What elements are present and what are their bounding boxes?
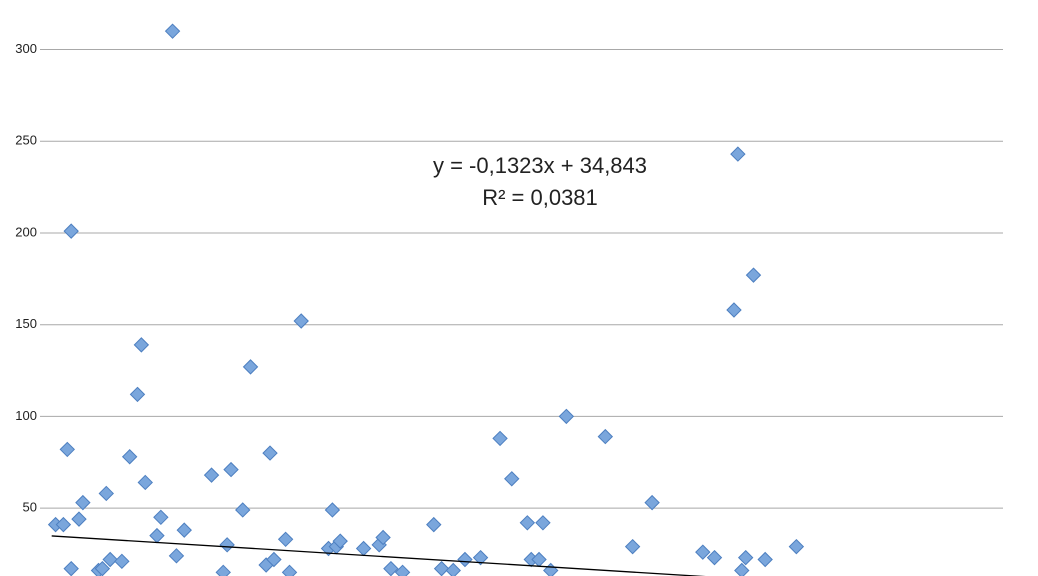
- data-point: [394, 564, 411, 576]
- data-point: [433, 560, 450, 576]
- data-point: [624, 538, 641, 555]
- data-point: [242, 359, 259, 375]
- data-point: [235, 502, 251, 518]
- data-point: [737, 549, 754, 566]
- y-tick-label: 250: [15, 133, 37, 148]
- data-point: [706, 549, 723, 566]
- data-point: [558, 408, 575, 425]
- data-point: [121, 449, 138, 465]
- data-point: [102, 551, 118, 568]
- data-point: [137, 474, 153, 491]
- data-point: [644, 494, 660, 511]
- data-point: [281, 564, 298, 576]
- data-point: [745, 267, 762, 283]
- data-point: [543, 562, 559, 576]
- equation: y = -0,1323x + 34,843: [433, 153, 647, 178]
- data-point: [63, 223, 79, 239]
- data-point: [472, 549, 489, 566]
- data-point: [355, 540, 372, 557]
- y-tick-label: 100: [15, 408, 37, 423]
- data-point: [114, 553, 130, 570]
- data-point: [788, 538, 805, 555]
- y-tick-label: 150: [15, 316, 37, 331]
- data-point: [71, 511, 87, 527]
- data-point: [757, 551, 773, 568]
- data-point: [215, 564, 231, 576]
- data-point: [375, 529, 391, 546]
- data-point: [492, 430, 508, 447]
- data-point: [332, 533, 348, 549]
- data-point: [55, 516, 72, 533]
- data-point: [266, 551, 282, 568]
- data-point: [149, 527, 165, 544]
- data-point: [730, 146, 746, 162]
- trendline: [51, 535, 706, 576]
- data-point: [219, 537, 235, 553]
- data-point: [203, 467, 220, 483]
- data-point: [277, 531, 294, 548]
- data-point: [75, 494, 91, 511]
- data-point: [98, 485, 114, 502]
- data-point: [293, 313, 309, 329]
- data-point: [153, 509, 169, 526]
- data-point: [535, 515, 551, 531]
- data-point: [519, 515, 536, 531]
- data-point: [734, 562, 750, 576]
- data-point: [695, 544, 711, 560]
- data-point: [168, 548, 185, 564]
- data-point: [176, 522, 192, 538]
- data-point: [63, 560, 79, 576]
- data-point: [445, 562, 461, 576]
- data-point: [531, 551, 547, 568]
- data-point: [164, 23, 181, 39]
- data-point: [262, 445, 278, 461]
- plot-area: [47, 23, 805, 576]
- data-point: [504, 471, 520, 487]
- data-point: [383, 560, 399, 576]
- data-point: [133, 337, 150, 353]
- data-point: [726, 302, 742, 318]
- y-tick-label: 300: [15, 41, 37, 56]
- data-point: [223, 461, 239, 478]
- data-point: [457, 551, 473, 568]
- y-tick-label: 200: [15, 224, 37, 239]
- data-point: [597, 428, 614, 445]
- data-point: [324, 502, 341, 518]
- data-point: [59, 441, 75, 458]
- data-point: [129, 386, 146, 403]
- r-squared: R² = 0,0381: [482, 185, 598, 210]
- data-point: [426, 516, 442, 533]
- y-tick-label: 50: [23, 500, 37, 515]
